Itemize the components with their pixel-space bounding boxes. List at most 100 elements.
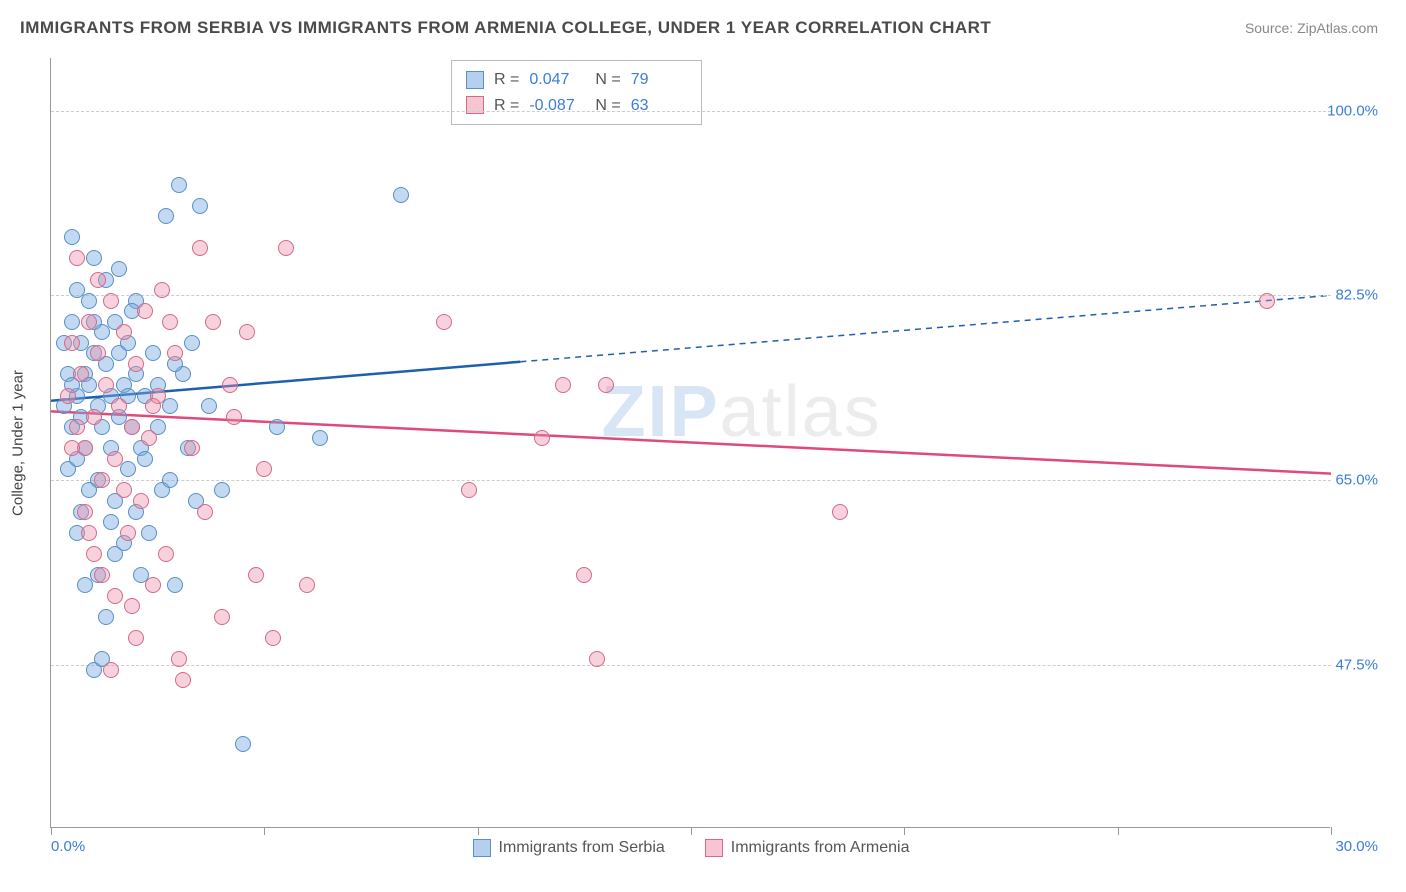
data-point: [124, 598, 140, 614]
data-point: [256, 461, 272, 477]
data-point: [137, 451, 153, 467]
gridline: [51, 665, 1331, 666]
x-tick: [51, 827, 52, 835]
n-label: N =: [595, 67, 620, 93]
data-point: [64, 440, 80, 456]
data-point: [145, 398, 161, 414]
data-point: [154, 282, 170, 298]
legend-swatch: [466, 71, 484, 89]
data-point: [214, 609, 230, 625]
data-point: [167, 577, 183, 593]
legend-swatch: [705, 839, 723, 857]
r-value: 0.047: [529, 67, 585, 93]
y-tick-label: 100.0%: [1327, 102, 1378, 119]
data-point: [73, 366, 89, 382]
data-point: [184, 440, 200, 456]
data-point: [184, 335, 200, 351]
data-point: [534, 430, 550, 446]
bottom-legend: Immigrants from Serbia Immigrants from Ar…: [51, 839, 1331, 857]
data-point: [103, 293, 119, 309]
data-point: [120, 525, 136, 541]
r-label: R =: [494, 67, 519, 93]
data-point: [81, 525, 97, 541]
y-axis-title: College, Under 1 year: [10, 370, 27, 516]
data-point: [576, 567, 592, 583]
data-point: [137, 303, 153, 319]
data-point: [192, 240, 208, 256]
chart-container: College, Under 1 year ZIPatlas R =0.047N…: [50, 58, 1380, 828]
stats-row: R =-0.087N =63: [466, 93, 687, 119]
data-point: [162, 398, 178, 414]
data-point: [86, 250, 102, 266]
legend-label: Immigrants from Serbia: [499, 839, 665, 857]
y-tick-label: 65.0%: [1335, 471, 1378, 488]
x-tick: [691, 827, 692, 835]
data-point: [90, 272, 106, 288]
data-point: [269, 419, 285, 435]
data-point: [171, 177, 187, 193]
data-point: [248, 567, 264, 583]
stats-row: R = 0.047 N = 79: [466, 67, 687, 93]
data-point: [86, 546, 102, 562]
legend-swatch: [473, 839, 491, 857]
data-point: [86, 409, 102, 425]
x-tick: [1331, 827, 1332, 835]
data-point: [197, 504, 213, 520]
data-point: [64, 229, 80, 245]
data-point: [69, 419, 85, 435]
data-point: [103, 662, 119, 678]
plot-area: ZIPatlas R =0.047N =79R =-0.087N =63 0.0…: [50, 58, 1330, 828]
data-point: [60, 388, 76, 404]
data-point: [111, 398, 127, 414]
source-attribution: Source: ZipAtlas.com: [1245, 20, 1378, 36]
legend-item: Immigrants from Armenia: [705, 839, 910, 857]
data-point: [94, 567, 110, 583]
data-point: [214, 482, 230, 498]
data-point: [192, 198, 208, 214]
data-point: [69, 250, 85, 266]
n-value: 63: [631, 93, 687, 119]
y-tick-label: 47.5%: [1335, 656, 1378, 673]
data-point: [235, 736, 251, 752]
stats-legend-box: R =0.047N =79R =-0.087N =63: [451, 60, 702, 125]
data-point: [98, 609, 114, 625]
data-point: [162, 314, 178, 330]
r-label: R =: [494, 93, 519, 119]
x-axis-max-label: 30.0%: [1335, 838, 1378, 855]
data-point: [393, 187, 409, 203]
data-point: [589, 651, 605, 667]
data-point: [128, 356, 144, 372]
data-point: [128, 630, 144, 646]
data-point: [116, 324, 132, 340]
gridline: [51, 295, 1331, 296]
x-tick: [264, 827, 265, 835]
data-point: [832, 504, 848, 520]
x-tick: [1118, 827, 1119, 835]
data-point: [64, 314, 80, 330]
data-point: [94, 472, 110, 488]
data-point: [124, 419, 140, 435]
data-point: [222, 377, 238, 393]
n-label: N =: [595, 93, 620, 119]
data-point: [1259, 293, 1275, 309]
data-point: [133, 493, 149, 509]
data-point: [299, 577, 315, 593]
data-point: [81, 293, 97, 309]
data-point: [278, 240, 294, 256]
data-point: [162, 472, 178, 488]
data-point: [461, 482, 477, 498]
data-point: [171, 651, 187, 667]
y-tick-label: 82.5%: [1335, 287, 1378, 304]
legend-item: Immigrants from Serbia: [473, 839, 665, 857]
data-point: [436, 314, 452, 330]
data-point: [598, 377, 614, 393]
legend-label: Immigrants from Armenia: [731, 839, 910, 857]
data-point: [226, 409, 242, 425]
n-value: 79: [631, 67, 687, 93]
data-point: [107, 588, 123, 604]
data-point: [145, 345, 161, 361]
data-point: [175, 672, 191, 688]
data-point: [98, 377, 114, 393]
trend-line-dashed: [520, 295, 1331, 361]
gridline: [51, 111, 1331, 112]
